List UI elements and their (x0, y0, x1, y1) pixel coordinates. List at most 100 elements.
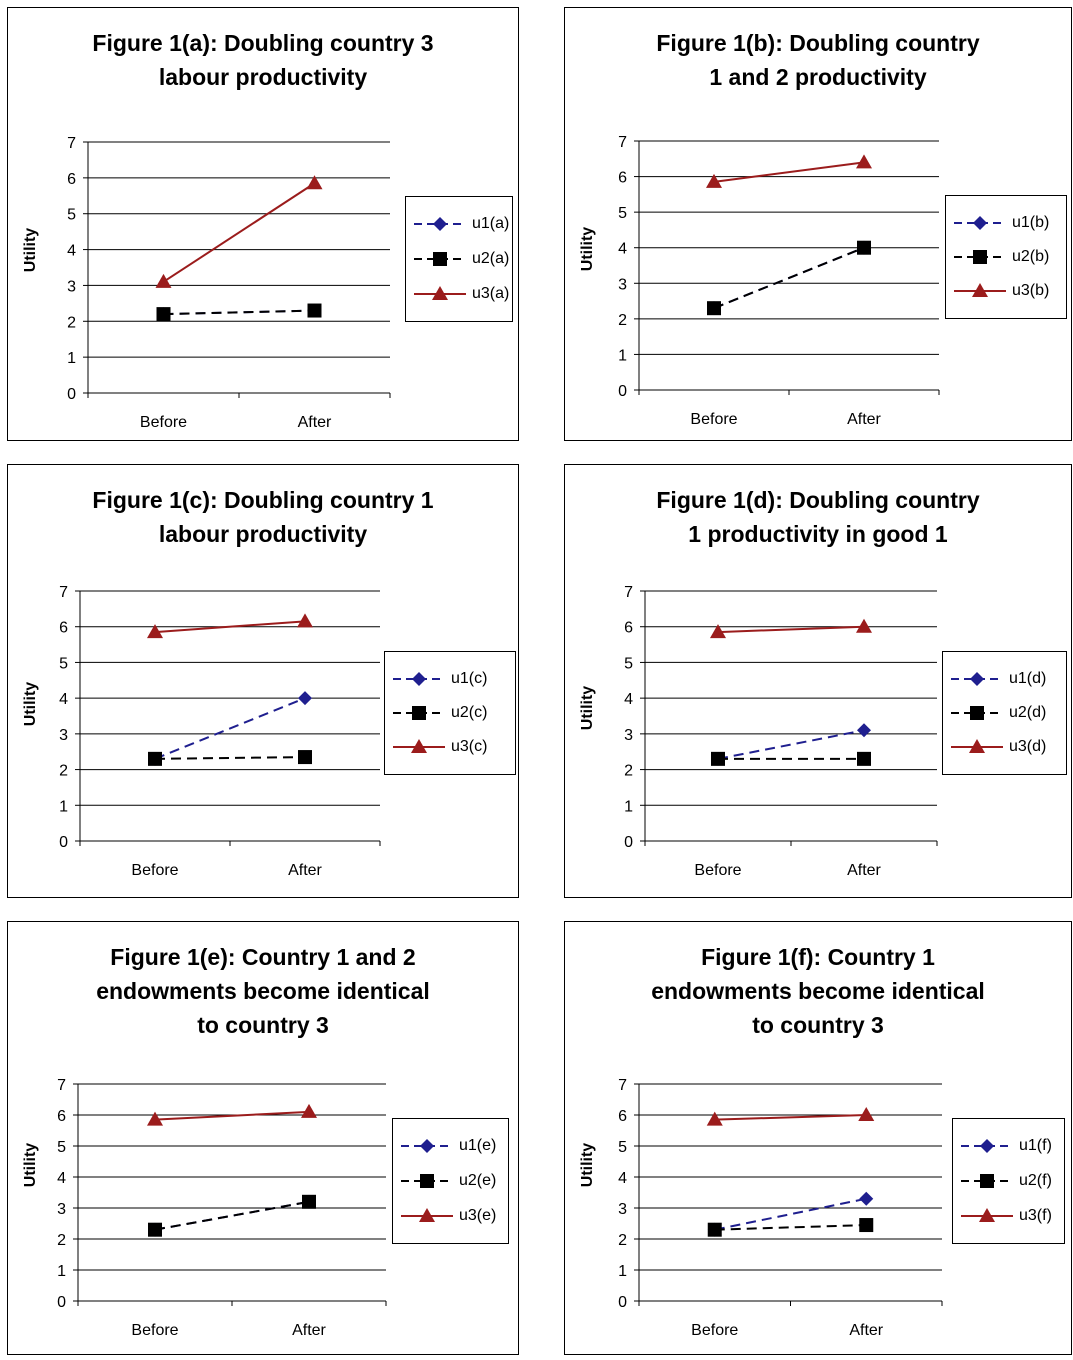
data-point-u3 (706, 173, 722, 188)
legend-marker-u1 (980, 1139, 994, 1154)
x-tick-label: After (847, 411, 881, 428)
legend-item: u2(e) (393, 1171, 508, 1191)
y-tick-label: 2 (618, 312, 627, 329)
x-tick-label: After (847, 862, 881, 879)
legend-marker-u2 (973, 250, 987, 264)
y-tick-label: 0 (57, 1294, 66, 1311)
legend-item: u1(c) (385, 669, 515, 689)
legend-marker-u2 (420, 1174, 434, 1188)
legend-item: u1(b) (946, 213, 1066, 233)
y-tick-label: 4 (59, 691, 68, 708)
legend-swatch (393, 706, 445, 720)
chart-title: Figure 1(b): Doubling country 1 and 2 pr… (656, 30, 980, 90)
x-tick-label: Before (131, 862, 178, 879)
data-point-u3 (858, 1107, 875, 1121)
y-tick-label: 1 (57, 1263, 66, 1280)
legend-marker-u1 (973, 216, 987, 230)
legend-swatch (414, 217, 466, 232)
legend-swatch (954, 250, 1006, 264)
chart-panel-d: Figure 1(d): Doubling country 1 producti… (564, 464, 1072, 898)
y-axis-title: Utility (22, 228, 39, 273)
legend: u1(b) u2(b) u3(b) (945, 195, 1067, 319)
y-tick-label: 2 (59, 763, 68, 780)
data-point-u2 (857, 240, 871, 255)
data-point-u3 (155, 273, 172, 288)
data-point-u3 (856, 154, 872, 169)
data-point-u1 (298, 691, 312, 706)
legend-item: u3(b) (946, 281, 1066, 301)
y-tick-label: 6 (59, 620, 68, 637)
legend-marker-u1 (433, 217, 447, 232)
series-line-u3 (717, 625, 865, 634)
data-point-u1 (857, 723, 871, 738)
y-tick-label: 1 (67, 350, 76, 367)
x-tick-label: Before (131, 1322, 178, 1339)
legend-label: u1(d) (1009, 670, 1047, 687)
y-axis-title: Utility (22, 682, 39, 727)
legend-marker-u3 (432, 285, 448, 300)
line-chart-c: 0 1 2 3 4 5 6 7 Before After Utility (22, 584, 381, 879)
legend-swatch (951, 706, 1003, 720)
data-point-u2 (707, 1222, 722, 1237)
data-point-u3 (710, 624, 726, 639)
chart-title: Figure 1(e): Country 1 and 2 endowments … (96, 944, 430, 1038)
legend-swatch (401, 1207, 453, 1222)
legend-swatch (393, 672, 445, 686)
y-tick-label: 7 (618, 1077, 627, 1094)
legend-marker-u3 (411, 739, 427, 753)
legend-label: u2(e) (459, 1172, 497, 1189)
y-tick-label: 3 (618, 1201, 627, 1218)
legend-item: u1(e) (393, 1136, 508, 1156)
y-axis-title: Utility (579, 227, 596, 272)
y-tick-label: 0 (618, 1294, 627, 1311)
y-tick-label: 6 (618, 170, 627, 187)
y-tick-label: 7 (67, 135, 76, 152)
series-line-u3 (162, 182, 316, 283)
y-tick-label: 2 (67, 314, 76, 331)
chart-panel-a: Figure 1(a): Doubling country 3 labour p… (7, 7, 519, 441)
series-line-u2 (714, 1224, 867, 1231)
legend-swatch (414, 252, 466, 266)
y-tick-label: 4 (618, 241, 627, 258)
y-tick-label: 6 (67, 171, 76, 188)
x-tick-label: After (288, 862, 322, 879)
legend-label: u2(d) (1009, 704, 1047, 721)
data-point-u2 (857, 751, 871, 766)
legend-marker-u3 (419, 1207, 435, 1222)
legend-label: u1(e) (459, 1137, 497, 1155)
y-tick-label: 0 (59, 834, 68, 851)
data-point-u3 (306, 175, 323, 190)
y-axis-title: Utility (579, 686, 596, 731)
y-axis-title: Utility (22, 1143, 39, 1188)
legend-label: u2(f) (1019, 1172, 1052, 1189)
legend-marker-u2 (412, 706, 426, 720)
y-tick-label: 5 (57, 1139, 66, 1156)
y-tick-label: 1 (59, 798, 68, 815)
legend-marker-u3 (972, 283, 988, 297)
legend-label: u1(c) (451, 670, 488, 687)
legend-swatch (414, 285, 466, 300)
legend-marker-u2 (970, 706, 984, 720)
legend-label: u3(b) (1012, 282, 1050, 299)
x-tick-label: After (292, 1322, 326, 1339)
y-tick-label: 1 (618, 1263, 627, 1280)
legend-label: u1(b) (1012, 214, 1050, 231)
data-point-u3 (147, 624, 163, 639)
data-point-u2 (148, 751, 162, 766)
series-line-u3 (154, 1110, 310, 1121)
series-line-u2 (163, 309, 315, 316)
chart-title: Figure 1(c): Doubling country 1 labour p… (92, 487, 434, 547)
legend: u1(a) u2(a) u3(a) (405, 196, 513, 322)
x-tick-label: After (849, 1322, 883, 1339)
legend-marker-u3 (969, 739, 985, 753)
data-point-u2 (859, 1218, 874, 1233)
legend: u1(d) u2(d) u3(d) (942, 651, 1067, 775)
legend-marker-u1 (412, 672, 426, 686)
y-tick-label: 6 (618, 1108, 627, 1125)
series-line-u1 (714, 1197, 867, 1231)
legend-marker-u3 (979, 1207, 995, 1222)
legend-marker-u1 (420, 1139, 434, 1154)
legend-label: u2(b) (1012, 248, 1050, 265)
legend-item: u3(c) (385, 737, 515, 757)
legend-marker-u1 (970, 672, 984, 686)
